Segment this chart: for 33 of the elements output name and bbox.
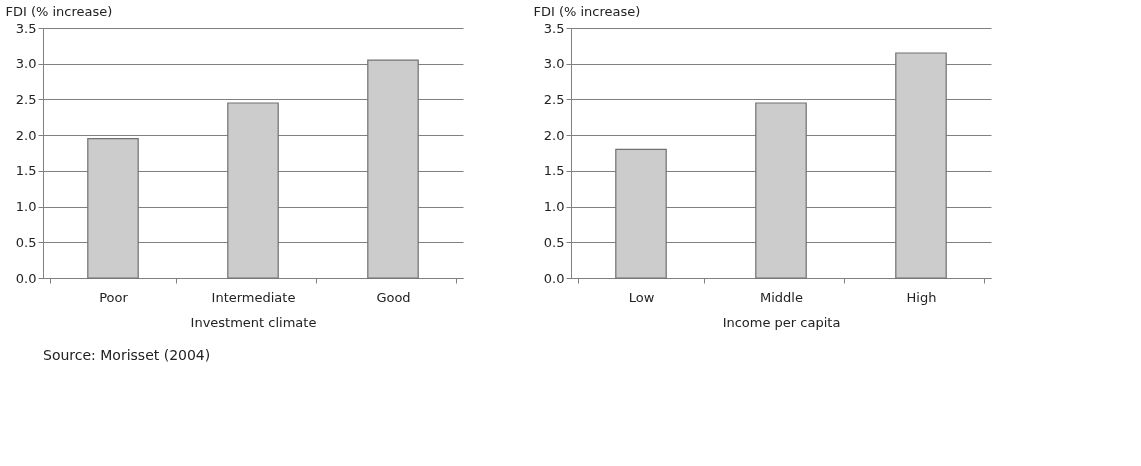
y-tick-label: 3.0 (543, 56, 565, 72)
y-tick-label: 2.0 (543, 127, 565, 143)
x-tick-label: High (906, 289, 937, 305)
y-tick-label: 3.5 (543, 20, 565, 36)
bar (227, 102, 279, 279)
bar (615, 148, 667, 279)
bar (367, 59, 419, 279)
y-tick-label: 2.5 (543, 91, 565, 107)
x-tick-label: Intermediate (211, 289, 296, 305)
x-tick-label: Low (628, 289, 655, 305)
y-tick-label: 2.5 (15, 91, 37, 107)
bar (87, 138, 139, 279)
y-tick-label: 3.0 (15, 56, 37, 72)
y-tick-label: 1.5 (15, 163, 37, 179)
y-tick-label: 1.5 (543, 163, 565, 179)
y-axis-title: FDI (% increase) (5, 3, 113, 19)
y-axis-title: FDI (% increase) (533, 3, 641, 19)
source-note: Source: Morisset (2004) (43, 347, 211, 363)
y-tick-label: 0.0 (543, 270, 565, 286)
x-axis-title: Income per capita (722, 314, 841, 330)
x-tick-label: Good (376, 289, 411, 305)
y-tick-label: 1.0 (15, 199, 37, 215)
x-axis-title: Investment climate (190, 314, 317, 330)
y-tick-label: 0.0 (15, 270, 37, 286)
y-tick-label: 0.5 (15, 234, 37, 250)
y-tick-label: 0.5 (543, 234, 565, 250)
bar (755, 102, 807, 279)
x-tick-label: Poor (99, 289, 129, 305)
y-tick-label: 2.0 (15, 127, 37, 143)
y-tick-label: 3.5 (15, 20, 37, 36)
y-tick-label: 1.0 (543, 199, 565, 215)
bar (895, 52, 947, 279)
x-tick-label: Middle (760, 289, 803, 305)
